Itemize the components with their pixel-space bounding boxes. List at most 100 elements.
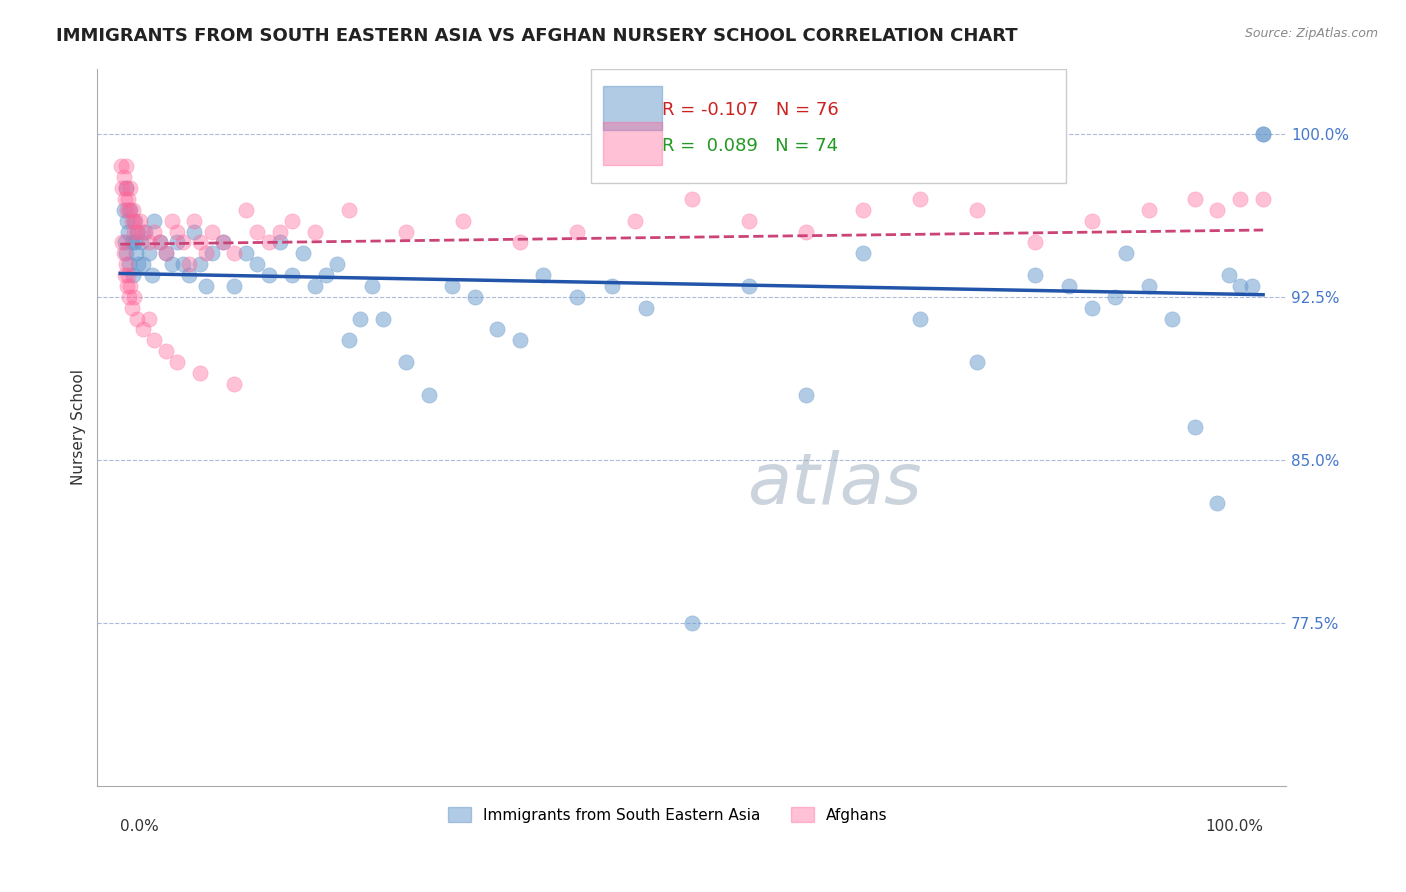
Point bbox=[681, 192, 703, 206]
Point bbox=[235, 246, 257, 260]
Point bbox=[304, 225, 326, 239]
Text: atlas: atlas bbox=[747, 450, 921, 519]
Point bbox=[600, 279, 623, 293]
Point bbox=[132, 257, 155, 271]
Point bbox=[125, 246, 148, 260]
Point bbox=[128, 257, 150, 271]
Point bbox=[194, 246, 217, 260]
Point bbox=[269, 225, 291, 239]
Point bbox=[1024, 268, 1046, 282]
FancyBboxPatch shape bbox=[603, 87, 662, 129]
Point bbox=[121, 213, 143, 227]
Point bbox=[112, 202, 135, 217]
Point bbox=[115, 160, 138, 174]
Point bbox=[194, 279, 217, 293]
Point bbox=[166, 235, 188, 250]
Point bbox=[280, 213, 302, 227]
Point bbox=[172, 235, 194, 250]
Point bbox=[117, 225, 139, 239]
Point bbox=[212, 235, 235, 250]
Point bbox=[122, 225, 145, 239]
Point bbox=[371, 311, 394, 326]
Point bbox=[224, 246, 246, 260]
Point bbox=[1024, 235, 1046, 250]
Point bbox=[166, 355, 188, 369]
Point bbox=[129, 235, 152, 250]
Point bbox=[138, 235, 160, 250]
Point bbox=[111, 181, 134, 195]
Point bbox=[794, 225, 817, 239]
Point bbox=[117, 268, 139, 282]
Point bbox=[224, 376, 246, 391]
Point bbox=[127, 311, 149, 326]
Point bbox=[155, 246, 177, 260]
Legend: Immigrants from South Eastern Asia, Afghans: Immigrants from South Eastern Asia, Afgh… bbox=[441, 800, 894, 829]
Point bbox=[188, 235, 211, 250]
Point bbox=[110, 160, 132, 174]
Point bbox=[269, 235, 291, 250]
Point bbox=[509, 235, 531, 250]
FancyBboxPatch shape bbox=[603, 122, 662, 165]
Point bbox=[910, 311, 932, 326]
Point bbox=[127, 225, 149, 239]
Point bbox=[138, 311, 160, 326]
Point bbox=[160, 257, 183, 271]
Point bbox=[1057, 279, 1080, 293]
Point bbox=[114, 268, 136, 282]
Y-axis label: Nursery School: Nursery School bbox=[72, 369, 86, 485]
Point bbox=[1137, 279, 1160, 293]
Point bbox=[115, 257, 138, 271]
Point bbox=[132, 322, 155, 336]
Point bbox=[1137, 202, 1160, 217]
Point bbox=[1251, 192, 1274, 206]
Point bbox=[172, 257, 194, 271]
Point bbox=[120, 181, 142, 195]
Point bbox=[122, 290, 145, 304]
Point bbox=[395, 355, 418, 369]
Point bbox=[395, 225, 418, 239]
Point bbox=[1251, 127, 1274, 141]
Point bbox=[127, 225, 149, 239]
Point bbox=[257, 235, 280, 250]
Point bbox=[1080, 213, 1102, 227]
Point bbox=[1218, 268, 1240, 282]
Point bbox=[486, 322, 509, 336]
Point bbox=[567, 225, 589, 239]
Point bbox=[509, 334, 531, 348]
Point bbox=[201, 246, 224, 260]
Point bbox=[143, 225, 166, 239]
Point bbox=[246, 225, 269, 239]
Point bbox=[149, 235, 172, 250]
Point bbox=[463, 290, 485, 304]
Point bbox=[1206, 202, 1229, 217]
Text: Source: ZipAtlas.com: Source: ZipAtlas.com bbox=[1244, 27, 1378, 40]
Text: R =  0.089   N = 74: R = 0.089 N = 74 bbox=[662, 137, 838, 155]
Point bbox=[623, 213, 645, 227]
Point bbox=[115, 279, 138, 293]
Point bbox=[681, 616, 703, 631]
Point bbox=[124, 235, 146, 250]
Point bbox=[634, 301, 657, 315]
Point bbox=[188, 257, 211, 271]
Point bbox=[794, 388, 817, 402]
Point bbox=[115, 213, 138, 227]
Point bbox=[1184, 192, 1206, 206]
Text: R = -0.107   N = 76: R = -0.107 N = 76 bbox=[620, 90, 797, 108]
Point bbox=[292, 246, 315, 260]
Point bbox=[115, 202, 138, 217]
Point bbox=[115, 181, 138, 195]
Point bbox=[910, 192, 932, 206]
Point bbox=[155, 246, 177, 260]
Point bbox=[531, 268, 554, 282]
Point bbox=[112, 246, 135, 260]
Point bbox=[183, 213, 205, 227]
Point bbox=[224, 279, 246, 293]
Point bbox=[738, 213, 761, 227]
Point bbox=[118, 202, 141, 217]
Point bbox=[451, 213, 474, 227]
Point bbox=[852, 246, 875, 260]
Point bbox=[118, 257, 141, 271]
Point bbox=[121, 301, 143, 315]
Point bbox=[132, 225, 155, 239]
Point bbox=[128, 213, 150, 227]
